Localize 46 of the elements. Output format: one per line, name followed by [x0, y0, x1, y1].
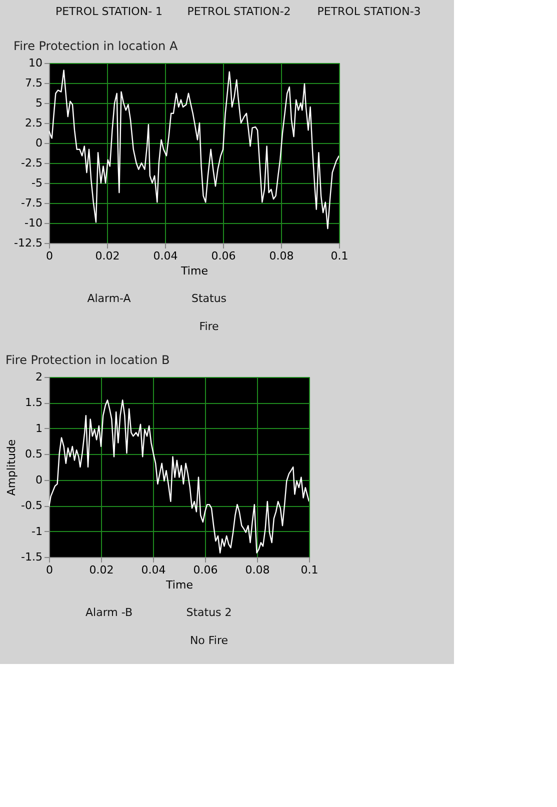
y-tick-label: 10	[28, 56, 42, 70]
y-tick-label: -0.5	[21, 499, 42, 512]
line-series	[49, 400, 309, 554]
text: Alarm-A	[87, 292, 132, 305]
y-tick-label: -7.5	[21, 196, 42, 210]
x-tick-label: 0.1	[330, 250, 348, 262]
y-tick-label: -2.5	[21, 156, 42, 170]
x-tick-label: 0.08	[269, 250, 294, 262]
y-axis-title: Amplitude	[5, 439, 18, 496]
y-tick-label: -12.5	[14, 236, 42, 250]
y-tick-label: 2	[36, 370, 42, 384]
y-tick-label: 1	[36, 422, 42, 435]
y-tick-label: -5	[32, 176, 42, 190]
y-tick-label: 0	[36, 473, 42, 486]
y-tick-label: 0.5	[25, 448, 42, 461]
text: Alarm -B	[86, 606, 132, 619]
y-tick-label: 7.5	[25, 76, 42, 90]
x-tick-label: 0.02	[95, 250, 120, 262]
text: PETROL STATION-2	[187, 4, 291, 18]
text: Status 2	[186, 606, 232, 619]
x-tick-label: 0.04	[141, 564, 166, 576]
x-tick-label: 0.04	[153, 250, 178, 262]
y-tick-label: 5	[36, 96, 42, 110]
x-tick-label: 0.1	[300, 564, 318, 576]
text: Fire	[199, 320, 220, 333]
x-tick-label: 0.06	[193, 564, 218, 576]
x-tick-label: 0.06	[211, 250, 236, 262]
x-axis-title: Time	[165, 578, 194, 592]
text: No Fire	[190, 634, 228, 647]
text: PETROL STATION- 1	[55, 4, 163, 18]
x-tick-label: 0	[46, 250, 53, 262]
y-tick-label: 0	[36, 136, 42, 150]
y-tick-label: 2.5	[25, 116, 42, 130]
y-tick-label: 1.5	[25, 396, 42, 410]
text: Status	[191, 292, 227, 305]
x-tick-label: 0.08	[245, 564, 270, 576]
y-tick-label: -1.5	[21, 550, 42, 564]
y-tick-label: -1	[32, 524, 42, 538]
chart-title: Fire Protection in location B	[6, 353, 170, 367]
x-axis-title: Time	[180, 264, 208, 278]
x-tick-label: 0.02	[89, 564, 114, 576]
y-tick-label: -10	[24, 216, 42, 230]
chart-title: Fire Protection in location A	[14, 39, 178, 53]
x-tick-label: 0	[46, 564, 53, 576]
line-series	[49, 70, 339, 230]
text: PETROL STATION-3	[317, 4, 421, 18]
